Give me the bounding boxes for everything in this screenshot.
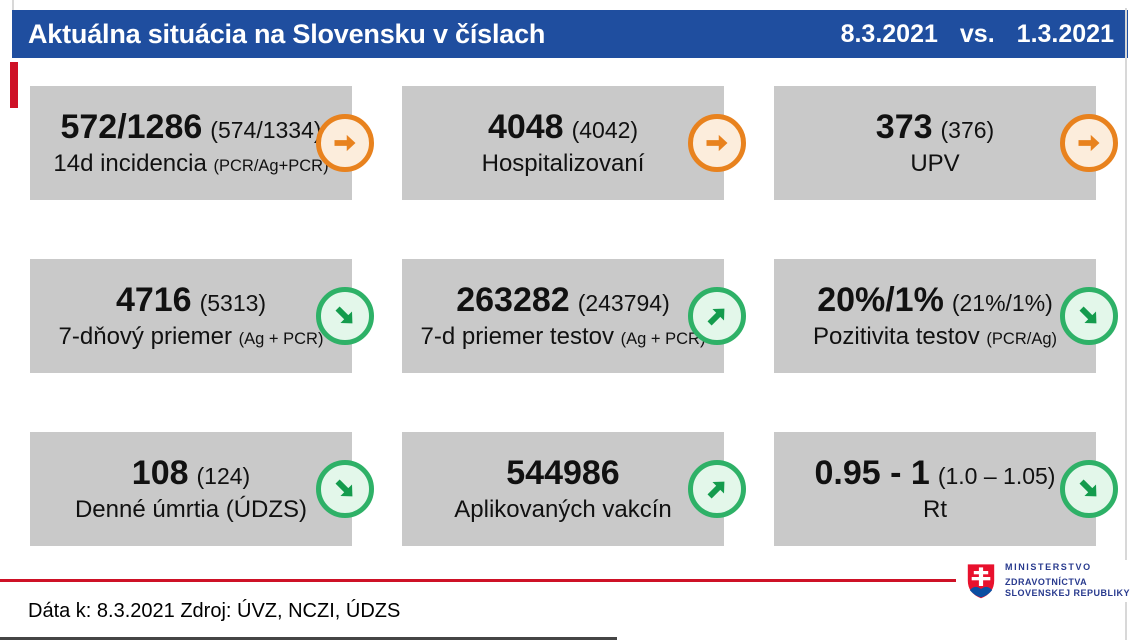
stat-label: UPV: [910, 150, 960, 178]
stat-card-7d-priemer: 4716 (5313) 7-dňový priemer (Ag + PCR): [30, 259, 374, 373]
trend-down-icon: [316, 460, 374, 518]
stat-label-note: (Ag + PCR): [238, 330, 324, 349]
stat-prev-value: (4042): [571, 117, 639, 144]
trend-down-icon: [1060, 287, 1118, 345]
stat-prev-value: (574/1334): [210, 117, 322, 144]
header-bar: Aktuálna situácia na Slovensku v číslach…: [12, 10, 1128, 58]
stat-value: 20%/1%: [817, 281, 944, 320]
stat-label-note: (Ag + PCR): [620, 330, 706, 349]
stat-prev-value: (243794): [577, 290, 670, 317]
stat-prev-value: (376): [940, 117, 995, 144]
stat-value: 108: [131, 454, 189, 493]
vs-label: vs.: [959, 19, 995, 48]
bottom-edge-line: [0, 637, 617, 640]
stat-label: 7-dňový priemer: [58, 323, 232, 351]
ministry-text: MINISTERSTVO ZDRAVOTNÍCTVA SLOVENSKEJ RE…: [1005, 562, 1130, 600]
stat-value: 4716: [115, 281, 192, 320]
stat-label: Denné úmrtia (ÚDZS): [74, 496, 308, 524]
stat-prev-value: (1.0 – 1.05): [937, 463, 1056, 490]
stat-card-7d-priemer-testov: 263282 (243794) 7-d priemer testov (Ag + …: [402, 259, 746, 373]
stat-label: Rt: [923, 496, 947, 524]
trend-steady-icon: [316, 114, 374, 172]
stat-prev-value: (21%/1%): [951, 290, 1053, 317]
stat-prev-value: (124): [196, 463, 251, 490]
slovak-coat-of-arms-icon: [966, 562, 996, 600]
trend-steady-icon: [1060, 114, 1118, 172]
trend-steady-icon: [688, 114, 746, 172]
trend-up-icon: [688, 460, 746, 518]
stat-card-upv: 373 (376) UPV: [774, 86, 1118, 200]
ministry-line2: ZDRAVOTNÍCTVA: [1005, 576, 1088, 587]
stats-grid: 572/1286 (574/1334) 14d incidencia (PCR/A…: [30, 86, 1118, 546]
ministry-logo: MINISTERSTVO ZDRAVOTNÍCTVA SLOVENSKEJ RE…: [956, 560, 1139, 603]
data-source-text: Dáta k: 8.3.2021 Zdroj: ÚVZ, NCZI, ÚDZS: [28, 600, 401, 622]
page-title: Aktuálna situácia na Slovensku v číslach: [28, 18, 546, 49]
stat-card-vakciny: 544986 Aplikovaných vakcín: [402, 432, 746, 546]
stat-value: 263282: [456, 281, 570, 320]
trend-up-icon: [688, 287, 746, 345]
red-accent-bar: [10, 62, 18, 108]
stat-card-pozitivita: 20%/1% (21%/1%) Pozitivita testov (PCR/Ag…: [774, 259, 1118, 373]
stat-value: 373: [875, 108, 933, 147]
date-new: 8.3.2021: [840, 19, 938, 48]
stat-value: 4048: [487, 108, 564, 147]
stat-label: 7-d priemer testov: [420, 323, 614, 351]
trend-down-icon: [316, 287, 374, 345]
trend-down-icon: [1060, 460, 1118, 518]
stat-card-denne-umrtia: 108 (124) Denné úmrtia (ÚDZS): [30, 432, 374, 546]
stat-card-14d-incidencia: 572/1286 (574/1334) 14d incidencia (PCR/A…: [30, 86, 374, 200]
stat-label-note: (PCR/Ag+PCR): [213, 157, 329, 176]
stat-card-rt: 0.95 - 1 (1.0 – 1.05) Rt: [774, 432, 1118, 546]
stat-value: 0.95 - 1: [814, 454, 930, 493]
top-left-tick: [12, 0, 14, 10]
stat-label: Pozitivita testov: [813, 323, 980, 351]
right-edge-line: [1125, 8, 1127, 640]
date-old: 1.3.2021: [1016, 19, 1114, 48]
stat-value: 572/1286: [60, 108, 203, 147]
stat-label-note: (PCR/Ag): [986, 330, 1057, 349]
ministry-line3: SLOVENSKEJ REPUBLIKY: [1005, 588, 1131, 599]
comparison-dates: 8.3.2021 vs. 1.3.2021: [841, 20, 1114, 49]
ministry-line1: MINISTERSTVO: [1005, 562, 1092, 572]
stat-label: 14d incidencia: [53, 150, 207, 178]
footer-red-line: [0, 579, 1133, 582]
stat-value: 544986: [506, 454, 620, 493]
stat-prev-value: (5313): [199, 290, 267, 317]
stat-label: Aplikovaných vakcín: [454, 496, 672, 524]
stat-card-hospitalizovani: 4048 (4042) Hospitalizovaní: [402, 86, 746, 200]
stat-label: Hospitalizovaní: [481, 150, 645, 178]
